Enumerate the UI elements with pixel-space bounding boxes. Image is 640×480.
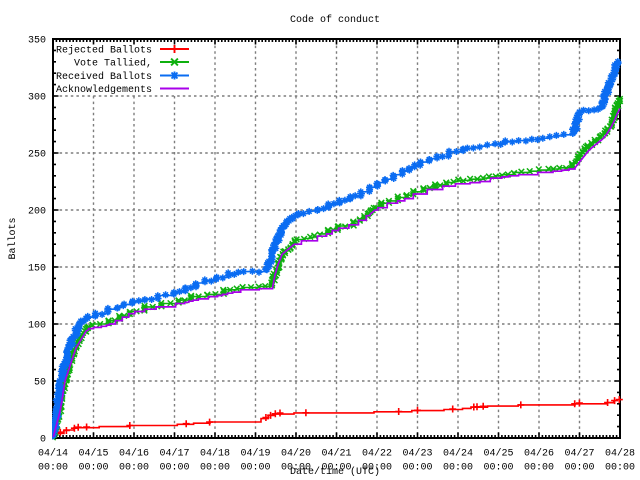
svg-text:50: 50 <box>34 378 46 389</box>
svg-text:200: 200 <box>28 207 46 218</box>
svg-text:00:00: 00:00 <box>240 463 270 474</box>
svg-text:00:00: 00:00 <box>159 463 189 474</box>
svg-text:04/26: 04/26 <box>524 448 554 460</box>
svg-text:04/16: 04/16 <box>119 448 149 460</box>
svg-text:04/25: 04/25 <box>483 448 513 460</box>
svg-text:00:00: 00:00 <box>38 463 68 474</box>
svg-text:Acknowledgements: Acknowledgements <box>56 84 152 96</box>
svg-text:00:00: 00:00 <box>605 463 635 474</box>
svg-text:00:00: 00:00 <box>362 463 392 474</box>
svg-text:00:00: 00:00 <box>78 463 108 474</box>
svg-text:00:00: 00:00 <box>402 463 432 474</box>
svg-text:350: 350 <box>28 36 46 47</box>
svg-text:04/17: 04/17 <box>159 448 189 460</box>
svg-text:0: 0 <box>40 435 46 446</box>
svg-text:300: 300 <box>28 93 46 104</box>
svg-text:100: 100 <box>28 321 46 332</box>
svg-text:Vote Tallied,: Vote Tallied, <box>74 58 152 70</box>
svg-text:04/18: 04/18 <box>200 448 230 460</box>
svg-text:Ballots: Ballots <box>7 217 19 259</box>
svg-text:04/28: 04/28 <box>605 448 635 460</box>
svg-text:04/22: 04/22 <box>362 448 392 460</box>
svg-text:00:00: 00:00 <box>281 463 311 474</box>
svg-text:00:00: 00:00 <box>200 463 230 474</box>
svg-text:00:00: 00:00 <box>119 463 149 474</box>
svg-text:04/24: 04/24 <box>443 448 473 460</box>
svg-text:Code of conduct: Code of conduct <box>290 14 380 26</box>
svg-text:00:00: 00:00 <box>564 463 594 474</box>
svg-text:00:00: 00:00 <box>321 463 351 474</box>
svg-text:04/14: 04/14 <box>38 448 68 460</box>
svg-text:00:00: 00:00 <box>483 463 513 474</box>
svg-text:04/19: 04/19 <box>240 448 270 460</box>
svg-text:Date/time (UTC): Date/time (UTC) <box>290 466 380 478</box>
svg-text:Received Ballots: Received Ballots <box>56 71 152 83</box>
svg-text:04/20: 04/20 <box>281 448 311 460</box>
svg-text:04/27: 04/27 <box>564 448 594 460</box>
svg-text:00:00: 00:00 <box>524 463 554 474</box>
svg-text:04/21: 04/21 <box>321 448 351 460</box>
svg-text:04/23: 04/23 <box>402 448 432 460</box>
svg-text:Rejected Ballots: Rejected Ballots <box>56 45 152 57</box>
svg-text:150: 150 <box>28 264 46 275</box>
svg-text:250: 250 <box>28 150 46 161</box>
svg-text:04/15: 04/15 <box>78 448 108 460</box>
svg-text:00:00: 00:00 <box>443 463 473 474</box>
